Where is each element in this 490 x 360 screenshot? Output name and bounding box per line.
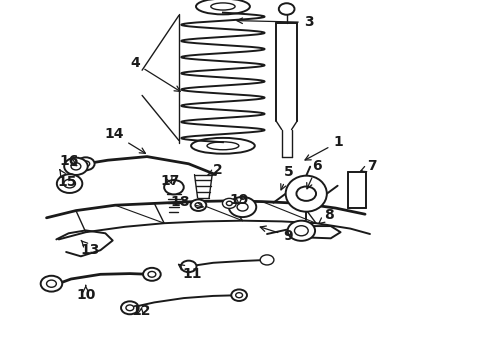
Circle shape <box>57 174 82 193</box>
Text: 19: 19 <box>229 193 249 207</box>
Text: 1: 1 <box>305 135 343 160</box>
Text: 3: 3 <box>237 15 314 29</box>
Text: 4: 4 <box>130 56 180 91</box>
Circle shape <box>143 268 161 281</box>
Circle shape <box>260 255 274 265</box>
Text: 14: 14 <box>104 127 146 153</box>
Circle shape <box>229 197 256 217</box>
Circle shape <box>231 289 247 301</box>
Circle shape <box>121 301 139 314</box>
Circle shape <box>191 199 206 211</box>
Circle shape <box>288 221 315 241</box>
Text: 16: 16 <box>60 154 79 168</box>
Text: 11: 11 <box>178 264 202 281</box>
Text: 8: 8 <box>319 208 334 224</box>
Ellipse shape <box>286 176 327 212</box>
Text: 9: 9 <box>260 226 293 243</box>
Circle shape <box>64 158 88 175</box>
Text: 7: 7 <box>361 159 377 173</box>
Circle shape <box>181 261 196 272</box>
Text: 6: 6 <box>307 159 322 189</box>
Circle shape <box>164 180 184 194</box>
Text: 2: 2 <box>208 163 223 177</box>
Text: 17: 17 <box>161 174 180 188</box>
Circle shape <box>41 276 62 292</box>
Text: 15: 15 <box>58 170 77 189</box>
Text: 13: 13 <box>81 240 100 257</box>
Circle shape <box>296 186 316 201</box>
Text: 18: 18 <box>171 195 203 209</box>
Text: 10: 10 <box>76 285 96 302</box>
Text: 12: 12 <box>131 305 151 318</box>
Text: 5: 5 <box>281 165 294 190</box>
Circle shape <box>222 198 236 208</box>
Circle shape <box>77 157 95 170</box>
